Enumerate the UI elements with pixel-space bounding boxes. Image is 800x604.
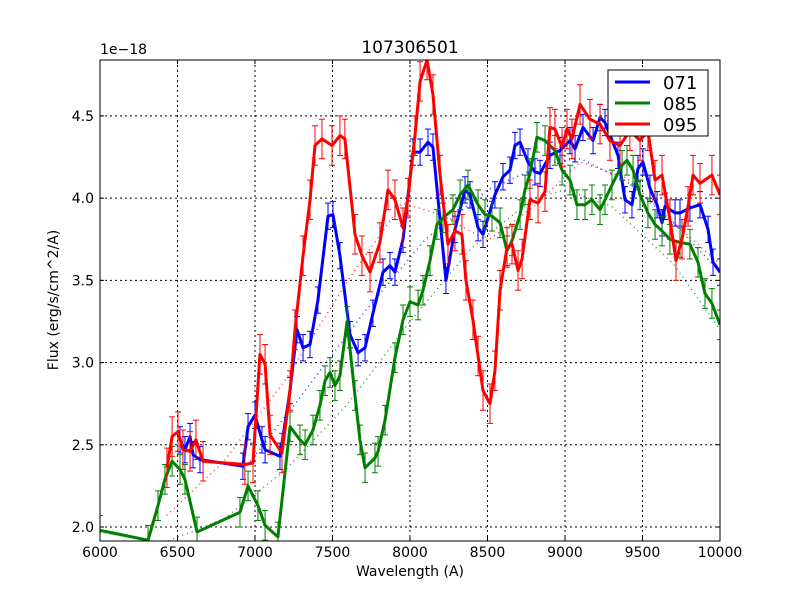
y-tick-label: 4.5 <box>72 109 94 125</box>
y-tick-label: 3.0 <box>72 356 94 372</box>
fit-line-095 <box>166 161 720 517</box>
x-tick-label: 7000 <box>237 545 273 561</box>
y-tick-label: 2.0 <box>72 520 94 536</box>
legend-label-095: 095 <box>663 115 697 136</box>
series-085-data <box>100 121 720 541</box>
axes-frame <box>99 59 721 542</box>
series-095 <box>166 161 720 517</box>
x-tick-label: 10000 <box>698 545 743 561</box>
y-tick-label: 4.0 <box>72 191 94 207</box>
y-tick-label: 2.5 <box>72 438 94 454</box>
series-071 <box>243 157 720 470</box>
legend-label-071: 071 <box>663 73 697 94</box>
y-ticks: 2.0 2.5 3.0 3.5 4.0 4.5 <box>72 109 720 536</box>
y-tick-label: 3.5 <box>72 273 94 289</box>
series-line-085 <box>100 135 720 541</box>
legend-label-085: 085 <box>663 94 697 115</box>
x-tick-label: 8500 <box>470 545 506 561</box>
y-offset-text: 1e−18 <box>100 42 147 58</box>
x-tick-label: 9000 <box>547 545 583 561</box>
x-tick-label: 7500 <box>315 545 351 561</box>
x-axis-label: Wavelength (A) <box>356 564 464 580</box>
series-085 <box>100 189 720 541</box>
x-tick-label: 6500 <box>160 545 196 561</box>
x-ticks: 6000 6500 7000 7500 8000 8500 9000 9500 10000 <box>82 60 742 561</box>
x-tick-label: 6000 <box>82 545 118 561</box>
y-axis-label: Flux (erg/s/cm^2/A) <box>46 230 62 370</box>
fit-line-071 <box>243 157 720 470</box>
fit-line-085 <box>100 189 720 541</box>
chart-title: 107306501 <box>361 38 458 58</box>
plot-area <box>100 60 720 541</box>
x-tick-label: 9500 <box>625 545 661 561</box>
x-tick-label: 8000 <box>392 545 428 561</box>
